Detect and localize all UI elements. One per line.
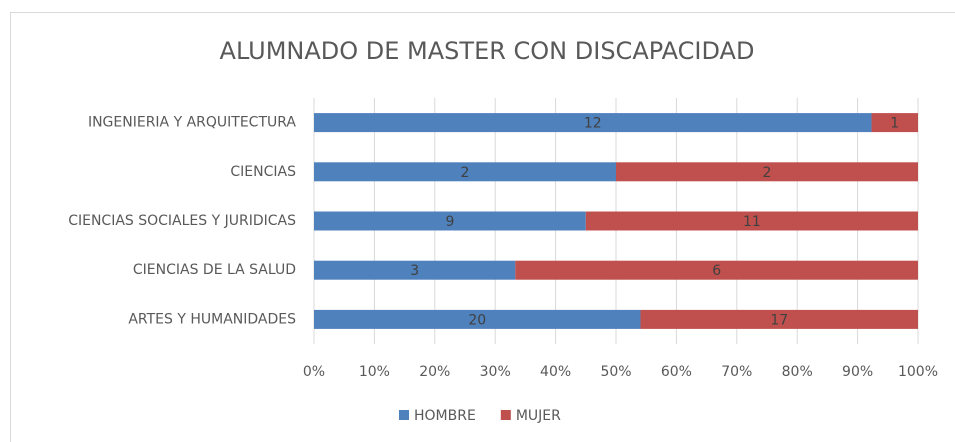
data-label: 12 <box>584 116 602 132</box>
x-tick-label: 10% <box>359 364 390 380</box>
bar-segment <box>314 260 516 280</box>
legend-swatch <box>500 410 511 420</box>
bar-segment <box>585 211 918 231</box>
x-tick-label: 90% <box>842 364 873 380</box>
data-label: 11 <box>743 214 761 230</box>
bar-segment <box>314 309 641 329</box>
data-label: 2 <box>763 165 772 181</box>
y-tick-label: CIENCIAS SOCIALES Y JURIDICAS <box>68 213 296 229</box>
bar-segment <box>314 162 616 182</box>
x-tick-label: 80% <box>782 364 813 380</box>
data-label: 9 <box>445 214 454 230</box>
x-tick-label: 70% <box>721 364 752 380</box>
legend-swatch <box>399 410 409 420</box>
chart-title: ALUMNADO DE MASTER CON DISCAPACIDAD <box>220 37 755 65</box>
bar-segment <box>314 211 586 231</box>
data-label: 1 <box>890 116 899 132</box>
x-tick-label: 0% <box>303 364 325 380</box>
data-label: 20 <box>468 312 486 328</box>
x-tick-label: 30% <box>480 364 511 380</box>
data-label: 3 <box>410 263 419 279</box>
bar-segment <box>640 309 918 329</box>
legend-label: HOMBRE <box>414 408 476 424</box>
bar-segment <box>314 113 872 133</box>
x-tick-label: 60% <box>661 364 692 380</box>
x-tick-label: 50% <box>600 364 631 380</box>
bar-segment <box>871 113 918 133</box>
data-label: 2 <box>461 165 470 181</box>
y-tick-label: ARTES Y HUMANIDADES <box>128 311 296 327</box>
y-tick-label: CIENCIAS DE LA SALUD <box>133 262 296 278</box>
y-tick-label: CIENCIAS <box>230 164 296 180</box>
legend-label: MUJER <box>516 408 561 424</box>
x-tick-label: 100% <box>898 364 938 380</box>
bar-segment <box>616 162 918 182</box>
data-label: 17 <box>770 312 788 328</box>
x-tick-label: 20% <box>419 364 450 380</box>
x-tick-label: 40% <box>540 364 571 380</box>
y-tick-label: INGENIERIA Y ARQUITECTURA <box>88 115 296 131</box>
bar-segment <box>515 260 918 280</box>
data-label: 6 <box>712 263 721 279</box>
